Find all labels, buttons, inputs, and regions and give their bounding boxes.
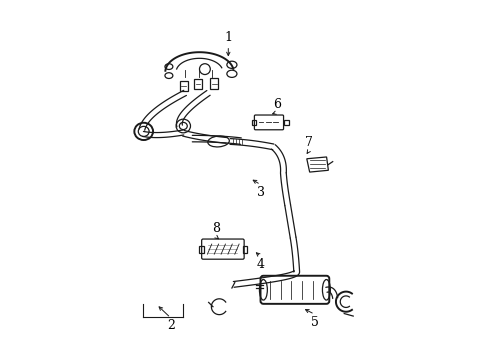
Text: 8: 8 — [211, 222, 219, 235]
Bar — [251, 120, 256, 125]
Text: 3: 3 — [256, 186, 264, 199]
Bar — [210, 78, 218, 89]
Text: 5: 5 — [310, 316, 318, 329]
Text: 7: 7 — [305, 136, 313, 149]
Text: 4: 4 — [256, 258, 264, 271]
Bar — [242, 246, 247, 253]
Bar — [179, 81, 187, 91]
Bar — [284, 120, 288, 125]
Bar — [199, 246, 204, 253]
Text: 2: 2 — [166, 319, 174, 332]
Text: 1: 1 — [224, 31, 232, 44]
Bar — [194, 79, 202, 89]
Text: 6: 6 — [272, 98, 280, 111]
